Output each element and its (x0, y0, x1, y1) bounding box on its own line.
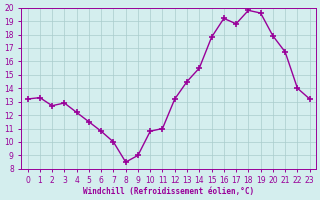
X-axis label: Windchill (Refroidissement éolien,°C): Windchill (Refroidissement éolien,°C) (83, 187, 254, 196)
